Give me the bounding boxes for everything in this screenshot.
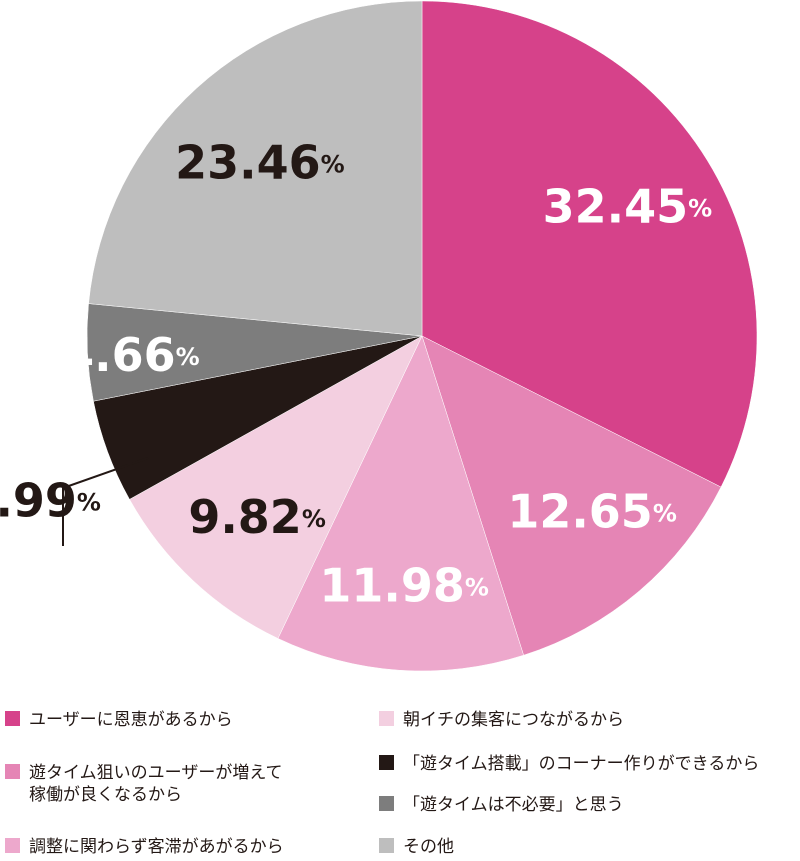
slice-value: 4.99 (0, 473, 77, 527)
legend-item: 朝イチの集客につながるから (379, 709, 624, 731)
legend-swatch (379, 838, 394, 853)
pie-slices (86, 0, 758, 672)
legend-label: 遊タイム狙いのユーザーが増えて 稼働が良くなるから (29, 763, 283, 805)
slice-value-label: 9.82% (188, 490, 326, 544)
slice-value-label: 4.66% (62, 327, 200, 381)
slice-unit: % (688, 195, 712, 223)
pie-slice (421, 0, 758, 488)
slice-value: 23.46 (175, 135, 321, 189)
legend-label: 「遊タイム搭載」のコーナー作りができるから (403, 754, 760, 774)
pie-slice (88, 0, 423, 337)
pie-slice (421, 335, 722, 656)
legend-swatch (5, 764, 20, 779)
slice-unit: % (321, 150, 345, 178)
legend-swatch (379, 755, 394, 770)
legend-swatch (5, 838, 20, 853)
slice-unit: % (77, 489, 101, 517)
slice-unit: % (176, 343, 200, 371)
pie-labels: 32.45%12.65%11.98%9.82%4.99%4.66%23.46% (0, 135, 712, 612)
legend-item: 調整に関わらず客滞があがるから (5, 836, 284, 858)
slice-value-label: 4.99% (0, 473, 101, 527)
legend-label: 朝イチの集客につながるから (403, 710, 624, 730)
legend-swatch (379, 796, 394, 811)
leader-line (62, 457, 149, 546)
legend: ユーザーに恩恵があるから 遊タイム狙いのユーザーが増えて 稼働が良くなるから 調… (0, 700, 800, 861)
legend-item: 「遊タイム搭載」のコーナー作りができるから (379, 753, 759, 775)
pie-chart: 32.45%12.65%11.98%9.82%4.99%4.66%23.46% (0, 0, 758, 672)
legend-item: 遊タイム狙いのユーザーが増えて 稼働が良くなるから (5, 762, 282, 806)
legend-swatch (379, 711, 394, 726)
legend-item: その他 (379, 836, 454, 858)
legend-label: 調整に関わらず客滞があがるから (29, 837, 284, 857)
pie-slice (277, 335, 524, 672)
slice-value: 9.82 (188, 490, 302, 544)
legend-item: ユーザーに恩恵があるから (5, 709, 233, 731)
legend-label: ユーザーに恩恵があるから (29, 710, 233, 730)
slice-value-label: 12.65% (507, 484, 677, 538)
slice-unit: % (465, 574, 489, 602)
slice-value-label: 32.45% (543, 179, 713, 233)
pie-slice (129, 335, 423, 639)
legend-label: その他 (403, 837, 454, 857)
slice-value-label: 23.46% (175, 135, 345, 189)
legend-swatch (5, 711, 20, 726)
slice-value: 11.98 (319, 558, 465, 612)
slice-value: 12.65 (507, 484, 653, 538)
slice-value-label: 11.98% (319, 558, 489, 612)
legend-label: 「遊タイムは不必要」と思う (403, 795, 624, 815)
slice-unit: % (653, 500, 677, 528)
slice-value: 4.66 (62, 327, 176, 381)
slice-unit: % (302, 505, 326, 533)
legend-item: 「遊タイムは不必要」と思う (379, 794, 624, 816)
slice-value: 32.45 (543, 179, 689, 233)
